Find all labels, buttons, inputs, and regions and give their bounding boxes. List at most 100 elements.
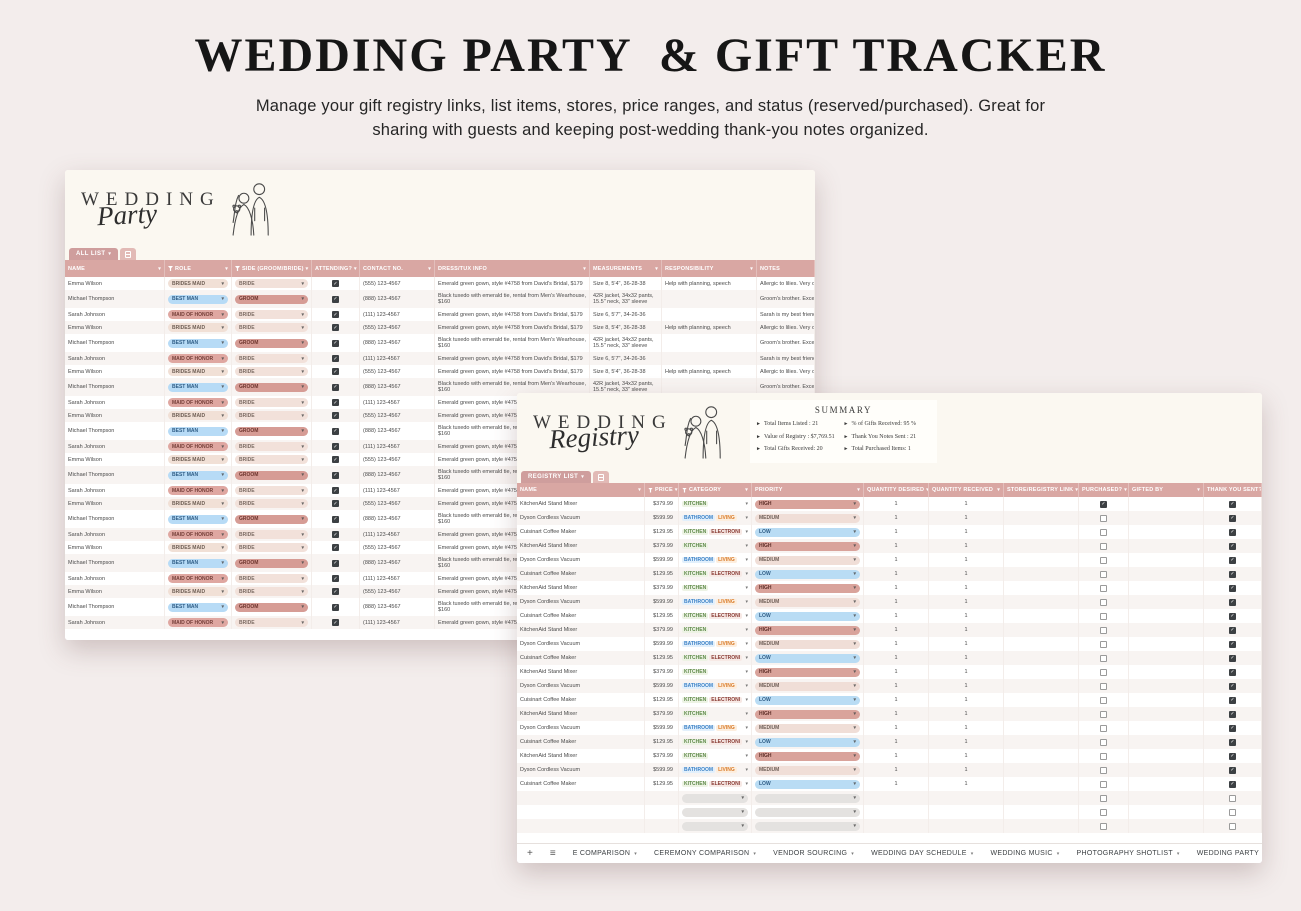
thank-you-checkbox[interactable]: ✓ (1229, 668, 1236, 676)
role-dropdown[interactable]: BEST MAN ▾ (168, 602, 228, 612)
purchased-checkbox[interactable] (1100, 766, 1107, 774)
priority-dropdown[interactable]: LOW ▾ (755, 695, 860, 705)
attending-checkbox[interactable]: ✓ (332, 619, 339, 626)
category-cell[interactable]: ▾ (679, 819, 752, 833)
purchased-checkbox[interactable] (1100, 514, 1107, 522)
purchased-checkbox[interactable] (1100, 682, 1107, 690)
priority-dropdown[interactable]: ▾ (755, 793, 860, 803)
purchased-checkbox[interactable] (1100, 780, 1107, 788)
category-dropdown[interactable]: ▾ (682, 821, 748, 831)
column-header-attending[interactable]: ATTENDING? ▾ (312, 260, 360, 277)
priority-dropdown[interactable]: MEDIUM ▾ (755, 597, 860, 607)
column-header-price[interactable]: PRICE ▾ (645, 483, 679, 497)
thank-you-checkbox[interactable]: ✓ (1229, 626, 1236, 634)
purchased-checkbox[interactable] (1100, 584, 1107, 592)
category-cell[interactable]: ▾ (679, 791, 752, 805)
priority-dropdown[interactable]: LOW ▾ (755, 611, 860, 621)
attending-checkbox[interactable]: ✓ (332, 487, 339, 494)
priority-dropdown[interactable]: MEDIUM ▾ (755, 723, 860, 733)
column-header-quantity-desired[interactable]: QUANTITY DESIRED ▾ (864, 483, 929, 497)
side-dropdown[interactable]: BRIDE ▾ (235, 587, 308, 596)
side-dropdown[interactable]: BRIDE ▾ (235, 486, 308, 495)
category-cell[interactable]: BATHROOM LIVING ▾ (679, 511, 752, 525)
thank-you-checkbox[interactable]: ✓ (1229, 598, 1236, 606)
thank-you-checkbox[interactable]: ✓ (1229, 724, 1236, 732)
attending-checkbox[interactable]: ✓ (332, 471, 339, 479)
attending-checkbox[interactable]: ✓ (332, 544, 339, 551)
purchased-checkbox[interactable] (1100, 668, 1107, 676)
attending-checkbox[interactable]: ✓ (332, 443, 339, 450)
thank-you-checkbox[interactable] (1229, 794, 1236, 802)
attending-checkbox[interactable]: ✓ (332, 355, 339, 362)
thank-you-checkbox[interactable]: ✓ (1229, 528, 1236, 536)
column-header-store-registry-link[interactable]: STORE/REGISTRY LINK ▾ (1004, 483, 1079, 497)
category-cell[interactable]: BATHROOM LIVING ▾ (679, 637, 752, 651)
category-cell[interactable]: KITCHEN ▾ (679, 581, 752, 595)
priority-dropdown[interactable]: MEDIUM ▾ (755, 765, 860, 775)
purchased-checkbox[interactable] (1100, 542, 1107, 550)
column-header-quantity-received[interactable]: QUANTITY RECEIVED ▾ (929, 483, 1004, 497)
side-dropdown[interactable]: GROOM ▾ (235, 294, 308, 304)
thank-you-checkbox[interactable]: ✓ (1229, 738, 1236, 746)
purchased-checkbox[interactable] (1100, 794, 1107, 802)
thank-you-checkbox[interactable]: ✓ (1229, 710, 1236, 718)
tab-registry-list[interactable]: REGISTRY LIST ▾ (521, 471, 592, 483)
thank-you-checkbox[interactable]: ✓ (1229, 570, 1236, 578)
column-header-role[interactable]: ROLE ▾ (165, 260, 232, 277)
sheet-tab-wedding-day-schedule[interactable]: WEDDING DAY SCHEDULE ▾ (871, 850, 973, 857)
role-dropdown[interactable]: BRIDES MAID ▾ (168, 455, 228, 464)
thank-you-checkbox[interactable] (1229, 808, 1236, 816)
thank-you-checkbox[interactable]: ✓ (1229, 696, 1236, 704)
side-dropdown[interactable]: GROOM ▾ (235, 470, 308, 480)
purchased-checkbox[interactable] (1100, 640, 1107, 648)
purchased-checkbox[interactable] (1100, 808, 1107, 816)
side-dropdown[interactable]: GROOM ▾ (235, 514, 308, 524)
sheet-tab-photography-shotlist[interactable]: PHOTOGRAPHY SHOTLIST ▾ (1077, 850, 1180, 857)
purchased-checkbox[interactable] (1100, 612, 1107, 620)
attending-checkbox[interactable]: ✓ (332, 575, 339, 582)
purchased-checkbox[interactable] (1100, 570, 1107, 578)
column-header-name[interactable]: NAME ▾ (65, 260, 165, 277)
category-cell[interactable]: KITCHEN ELECTRONI ▾ (679, 525, 752, 539)
attending-checkbox[interactable]: ✓ (332, 383, 339, 391)
role-dropdown[interactable]: MAID OF HONOR ▾ (168, 310, 228, 319)
priority-cell[interactable]: ▾ (752, 805, 864, 819)
attending-checkbox[interactable]: ✓ (332, 295, 339, 303)
purchased-checkbox[interactable] (1100, 556, 1107, 564)
thank-you-checkbox[interactable]: ✓ (1229, 514, 1236, 522)
side-dropdown[interactable]: BRIDE ▾ (235, 411, 308, 420)
thank-you-checkbox[interactable]: ✓ (1229, 612, 1236, 620)
priority-cell[interactable]: ▾ (752, 819, 864, 833)
role-dropdown[interactable]: MAID OF HONOR ▾ (168, 574, 228, 583)
add-view-tab[interactable] (593, 471, 610, 483)
priority-dropdown[interactable]: HIGH ▾ (755, 709, 860, 719)
category-dropdown[interactable]: ▾ (682, 793, 748, 803)
side-dropdown[interactable]: BRIDE ▾ (235, 323, 308, 332)
side-dropdown[interactable]: BRIDE ▾ (235, 442, 308, 451)
column-header-dress-tux-info[interactable]: DRESS/TUX INFO ▾ (435, 260, 590, 277)
sheet-tab-wedding-party[interactable]: WEDDING PARTY▾ (1197, 850, 1262, 857)
side-dropdown[interactable]: BRIDE ▾ (235, 354, 308, 363)
category-cell[interactable]: KITCHEN ELECTRONI ▾ (679, 693, 752, 707)
attending-checkbox[interactable]: ✓ (332, 368, 339, 375)
category-cell[interactable]: BATHROOM LIVING ▾ (679, 553, 752, 567)
role-dropdown[interactable]: BRIDES MAID ▾ (168, 543, 228, 552)
priority-dropdown[interactable]: ▾ (755, 807, 860, 817)
column-header-measurements[interactable]: MEASUREMENTS ▾ (590, 260, 662, 277)
role-dropdown[interactable]: MAID OF HONOR ▾ (168, 486, 228, 495)
thank-you-checkbox[interactable]: ✓ (1229, 654, 1236, 662)
purchased-checkbox[interactable] (1100, 752, 1107, 760)
side-dropdown[interactable]: BRIDE ▾ (235, 530, 308, 539)
thank-you-checkbox[interactable]: ✓ (1229, 640, 1236, 648)
thank-you-checkbox[interactable]: ✓ (1229, 584, 1236, 592)
category-cell[interactable]: KITCHEN ▾ (679, 707, 752, 721)
attending-checkbox[interactable]: ✓ (332, 339, 339, 347)
purchased-checkbox[interactable] (1100, 626, 1107, 634)
thank-you-checkbox[interactable]: ✓ (1229, 766, 1236, 774)
purchased-checkbox[interactable] (1100, 598, 1107, 606)
category-cell[interactable]: KITCHEN ELECTRONI ▾ (679, 609, 752, 623)
column-header-thank-you-sent[interactable]: THANK YOU SENT? (1204, 483, 1262, 497)
thank-you-checkbox[interactable] (1229, 822, 1236, 830)
priority-dropdown[interactable]: HIGH ▾ (755, 751, 860, 761)
attending-checkbox[interactable]: ✓ (332, 531, 339, 538)
